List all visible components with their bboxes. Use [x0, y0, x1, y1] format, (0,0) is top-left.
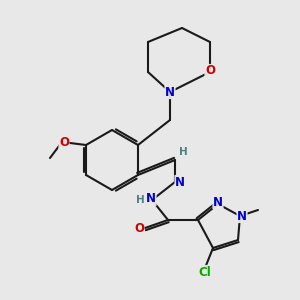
Text: N: N: [165, 85, 175, 98]
Text: N: N: [237, 209, 247, 223]
Text: O: O: [205, 64, 215, 77]
Text: H: H: [178, 147, 188, 157]
Text: O: O: [134, 221, 144, 235]
Text: Cl: Cl: [199, 266, 212, 278]
Text: H: H: [136, 195, 144, 205]
Text: N: N: [175, 176, 185, 188]
Text: N: N: [146, 193, 156, 206]
Text: N: N: [213, 196, 223, 208]
Text: O: O: [59, 136, 69, 148]
